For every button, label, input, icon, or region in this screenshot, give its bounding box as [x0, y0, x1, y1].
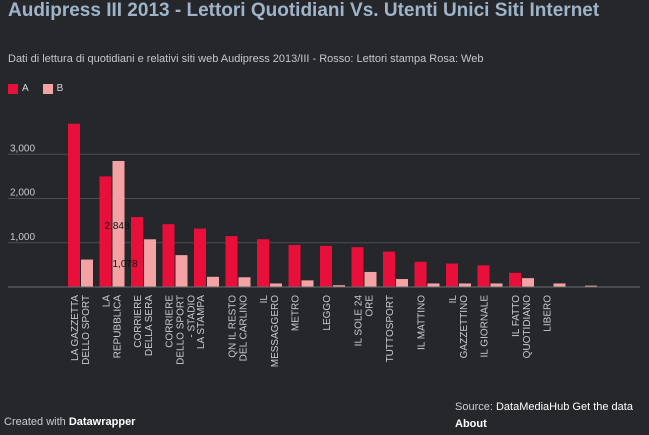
bar-a: [446, 263, 458, 287]
bar-b: [175, 255, 188, 287]
bar-b: [207, 276, 219, 287]
data-value-label: 1,078: [113, 259, 138, 270]
category-label-line: DELLO SPORT: [176, 295, 187, 365]
created-prefix: Created with: [4, 416, 66, 428]
category-label: IL FATTO QUOTIDIANO: [511, 295, 533, 359]
y-tick-label: 3,000: [10, 143, 35, 154]
bar-b: [112, 160, 125, 287]
category-label-line: LIBERO: [543, 295, 554, 332]
bar-b: [522, 278, 534, 287]
bar-b: [364, 271, 377, 287]
category-label: IL GAZZETTINO: [448, 295, 470, 359]
category-label-line: - STADIO: [187, 295, 198, 338]
bar-a: [320, 245, 332, 287]
category-label-line: GAZZETTINO: [459, 295, 470, 359]
category-label-line: DELLA SERA: [144, 295, 155, 356]
category-label: IL MATTINO: [417, 295, 428, 350]
chart-title: Audipress III 2013 - Lettori Quotidiani …: [8, 0, 600, 21]
legend-label-a: A: [22, 83, 29, 94]
bar-a: [351, 247, 364, 287]
category-label-line: IL: [448, 295, 459, 304]
bar-a: [68, 123, 80, 287]
legend-swatch-b: [42, 83, 53, 94]
bar-a: [383, 251, 395, 287]
category-label-line: METRO: [291, 295, 302, 331]
legend-swatch-a: [8, 83, 18, 94]
category-label-line: IL GIORNALE: [480, 295, 491, 358]
category-label-line: QUOTIDIANO: [522, 295, 533, 359]
category-label-line: REPUBBLICA: [113, 295, 124, 359]
bar-b: [270, 283, 282, 287]
category-label: LIBERO: [543, 295, 554, 332]
about-link[interactable]: About: [455, 418, 487, 430]
data-value-label: 2,848: [105, 221, 130, 232]
bar-b: [585, 285, 597, 287]
bar-a: [509, 272, 521, 287]
source-block: Source: DataMediaHub Get the data About: [455, 399, 633, 433]
legend-label-b: B: [56, 83, 64, 94]
bar-b: [459, 283, 471, 287]
source-link[interactable]: DataMediaHub: [495, 401, 570, 413]
category-label-line: IL FATTO: [511, 295, 522, 337]
bar-a: [131, 217, 143, 287]
bar-a: [414, 261, 427, 287]
category-label: IL GIORNALE: [480, 295, 491, 358]
bar-b: [333, 285, 345, 287]
category-label-line: CORRIERE: [165, 295, 176, 348]
category-label: LA REPUBBLICA: [102, 295, 124, 359]
category-label-line: LEGGO: [322, 295, 333, 331]
category-label-line: MESSAGGERO: [270, 295, 281, 367]
category-label: LA GAZZETTA DELLO SPORT: [70, 295, 92, 365]
y-tick-label: 2,000: [10, 188, 35, 199]
bar-b: [81, 259, 93, 287]
category-label: METRO: [291, 295, 302, 331]
legend-item-b[interactable]: B: [42, 83, 64, 94]
category-label: CORRIERE DELLO SPORT - STADIO: [165, 295, 198, 365]
category-label-line: IL SOLE 24: [354, 295, 365, 347]
bar-a: [477, 265, 490, 287]
category-label-line: DELLO SPORT: [81, 295, 92, 365]
bar-b: [427, 283, 440, 287]
bar-b: [490, 283, 503, 287]
source-prefix: Source:: [455, 401, 493, 413]
category-label-line: DEL CARLINO: [239, 295, 250, 362]
datawrapper-link[interactable]: Datawrapper: [68, 416, 136, 428]
chart-subtitle: Dati di lettura di quotidiani e relativi…: [8, 53, 484, 65]
bar-b: [396, 279, 408, 287]
created-with: Created with Datawrapper: [4, 416, 135, 428]
category-label-line: CORRIERE: [133, 295, 144, 348]
y-tick-label: 1,000: [10, 232, 35, 243]
category-label-line: LA GAZZETTA: [70, 295, 81, 361]
category-label-line: TUTTOSPORT: [385, 295, 396, 362]
legend-item-a[interactable]: A: [8, 83, 29, 94]
bar-b: [301, 280, 314, 287]
category-label: IL MESSAGGERO: [259, 295, 281, 368]
category-label: LEGGO: [322, 295, 333, 331]
legend: A B: [8, 83, 63, 94]
bar-b: [553, 283, 566, 287]
bar-a: [194, 228, 206, 287]
category-label-line: IL: [259, 295, 270, 304]
category-label: QN IL RESTO DEL CARLINO: [228, 295, 250, 362]
category-label: TUTTOSPORT: [385, 295, 396, 362]
bar-a: [162, 224, 175, 287]
category-label-line: ORE: [365, 295, 376, 317]
category-label-line: QN IL RESTO: [228, 295, 239, 358]
category-label: LA STAMPA: [196, 295, 207, 349]
get-data-link[interactable]: Get the data: [572, 401, 633, 413]
category-label-line: LA STAMPA: [196, 295, 207, 349]
bar-a: [225, 236, 238, 287]
category-label: IL SOLE 24 ORE: [354, 295, 376, 347]
bar-a: [288, 244, 301, 287]
category-label-line: IL MATTINO: [417, 295, 428, 350]
bar-a: [257, 239, 269, 287]
bar-a: [99, 176, 112, 287]
bar-b: [238, 277, 251, 287]
bar-b: [144, 239, 156, 287]
category-label-line: LA: [102, 295, 113, 308]
category-label: CORRIERE DELLA SERA: [133, 295, 155, 356]
